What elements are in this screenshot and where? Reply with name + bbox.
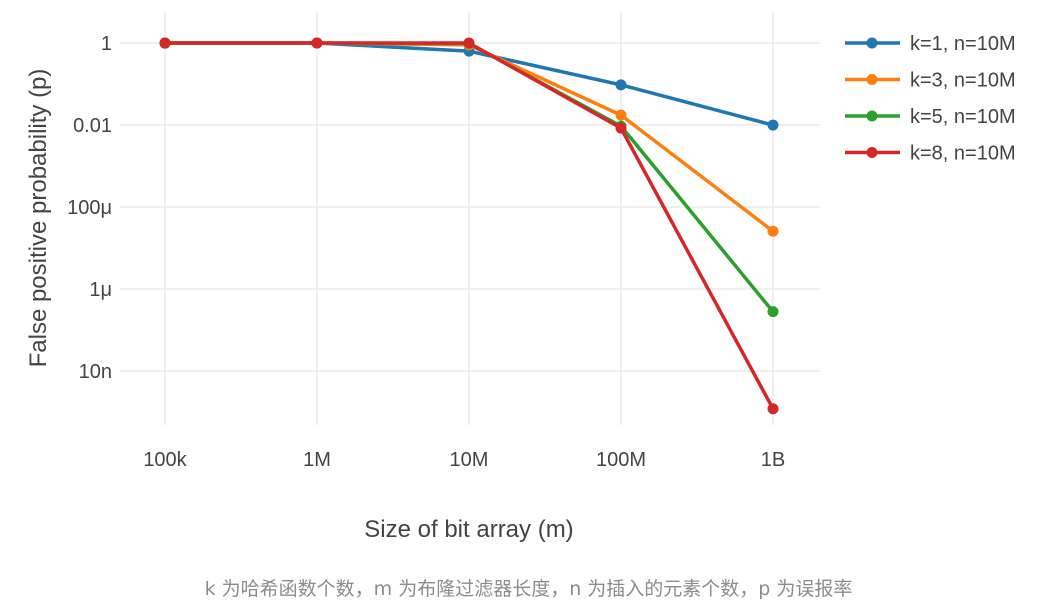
y-axis-title: False positive probability (p) (25, 69, 52, 368)
y-tick-label: 100μ (67, 197, 112, 219)
legend-item: k=1, n=10M (845, 33, 1016, 55)
legend-item: k=3, n=10M (845, 70, 1016, 92)
x-ticks: 100k 1M 10M 100M 1B (143, 449, 785, 471)
x-tick-label: 1B (761, 449, 785, 471)
figure-caption: k 为哈希函数个数，m 为布隆过滤器长度，n 为插入的元素个数，p 为误报率 (204, 578, 853, 600)
legend-swatch-marker (866, 37, 878, 49)
x-tick-label: 100k (143, 449, 187, 471)
legend-label: k=3, n=10M (910, 70, 1016, 92)
data-point (767, 225, 779, 237)
series-4 (159, 37, 779, 415)
legend-label: k=8, n=10M (910, 143, 1016, 165)
legend-swatch-marker (866, 74, 878, 85)
x-tick-label: 10M (450, 449, 489, 471)
y-ticks: 1 0.01 100μ 1μ 10n (67, 33, 112, 383)
grid (120, 12, 820, 425)
y-tick-label: 1 (101, 33, 112, 55)
series-layer (159, 37, 779, 415)
legend-swatch-marker (866, 110, 878, 122)
data-point (767, 306, 779, 318)
legend-item: k=5, n=10M (845, 106, 1016, 128)
y-tick-label: 1μ (89, 279, 112, 301)
data-point (767, 119, 779, 131)
legend: k=1, n=10M k=3, n=10M k=5, n=10M k=8, n=10M (845, 33, 1016, 165)
data-point (767, 403, 779, 415)
data-point (463, 37, 475, 49)
legend-item: k=8, n=10M (845, 143, 1016, 165)
data-point (615, 122, 627, 134)
legend-swatch-marker (866, 147, 878, 158)
chart: 100k 1M 10M 100M 1B 1 0.01 100μ 1μ 10n Size of b… (25, 12, 1016, 543)
data-point (159, 37, 171, 49)
x-axis-title: Size of bit array (m) (364, 516, 573, 543)
legend-label: k=5, n=10M (910, 106, 1016, 128)
y-tick-label: 10n (79, 361, 112, 383)
legend-label: k=1, n=10M (910, 33, 1016, 55)
data-point (615, 109, 627, 121)
x-tick-label: 1M (303, 449, 331, 471)
y-tick-label: 0.01 (73, 115, 112, 137)
x-tick-label: 100M (596, 449, 646, 471)
data-point (311, 37, 323, 49)
data-point (615, 79, 627, 91)
